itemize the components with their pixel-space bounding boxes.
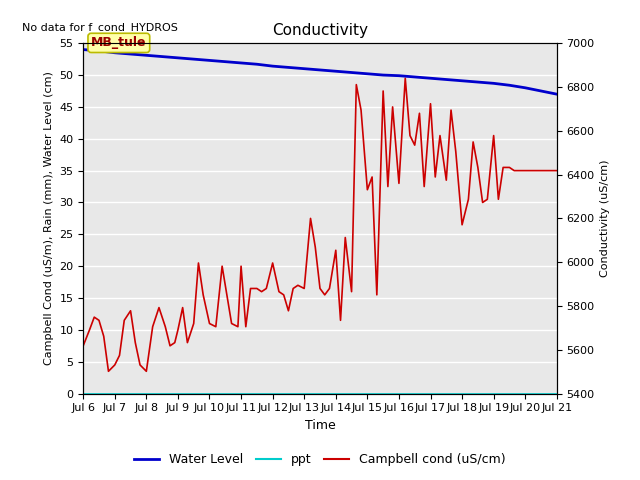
Y-axis label: Campbell Cond (uS/m), Rain (mm), Water Level (cm): Campbell Cond (uS/m), Rain (mm), Water L… [44,72,54,365]
X-axis label: Time: Time [305,419,335,432]
Text: MB_tule: MB_tule [91,36,147,49]
Text: No data for f_cond_HYDROS: No data for f_cond_HYDROS [22,22,177,33]
Y-axis label: Conductivity (uS/cm): Conductivity (uS/cm) [600,160,610,277]
Title: Conductivity: Conductivity [272,23,368,38]
Legend: Water Level, ppt, Campbell cond (uS/cm): Water Level, ppt, Campbell cond (uS/cm) [129,448,511,471]
